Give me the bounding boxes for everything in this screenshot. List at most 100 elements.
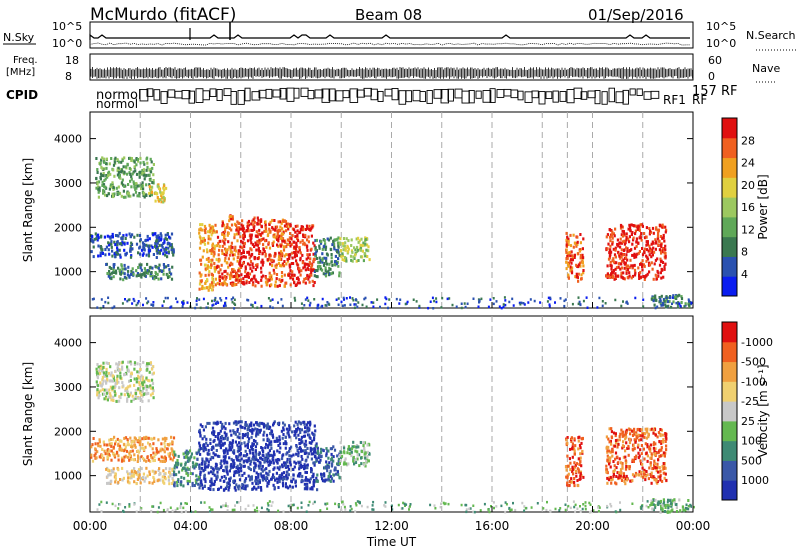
echo-cell	[664, 299, 667, 303]
echo-cell	[641, 263, 644, 267]
echo-cell	[324, 274, 328, 278]
cpid-mark	[167, 89, 176, 98]
echo-cell	[231, 253, 234, 257]
echo-cell	[224, 238, 227, 242]
echo-cell	[239, 227, 242, 231]
echo-cell	[98, 189, 101, 193]
echo-cell	[201, 228, 204, 232]
echo-cell	[580, 437, 583, 441]
echo-cell	[224, 449, 227, 453]
echo-cell	[104, 177, 107, 181]
echo-cell	[276, 284, 279, 288]
echo-cell	[260, 446, 263, 449]
echo-cell	[567, 262, 570, 266]
echo-cell	[162, 263, 165, 266]
echo-cell	[354, 449, 357, 453]
echo-cell	[655, 277, 658, 281]
echo-cell	[157, 277, 160, 281]
echo-cell	[684, 302, 687, 306]
echo-cell	[164, 477, 167, 481]
echo-cell	[601, 300, 604, 303]
echo-cell	[609, 253, 612, 257]
echo-cell	[102, 305, 105, 308]
echo-cell	[606, 272, 609, 276]
echo-cell	[262, 450, 265, 453]
echo-cell	[247, 425, 250, 429]
echo-cell	[203, 228, 206, 232]
echo-cell	[688, 299, 691, 303]
echo-cell	[252, 456, 255, 459]
echo-cell	[650, 251, 653, 255]
cpid-mark	[370, 88, 378, 101]
echo-cell	[228, 273, 231, 277]
echo-cell	[343, 461, 346, 465]
echo-cell	[105, 157, 108, 161]
echo-cell	[676, 294, 679, 298]
echo-cell	[142, 192, 145, 196]
echo-cell	[213, 479, 216, 483]
echo-cell	[236, 464, 239, 468]
echo-cell	[199, 306, 202, 310]
echo-cell	[132, 439, 135, 443]
echo-cell	[308, 224, 311, 228]
echo-cell	[306, 463, 309, 467]
echo-cell	[151, 481, 154, 485]
echo-cell	[186, 479, 189, 483]
echo-cell	[222, 304, 225, 308]
echo-cell	[306, 421, 310, 425]
echo-cell	[138, 173, 141, 177]
echo-cell	[99, 235, 103, 239]
echo-cell	[288, 428, 291, 431]
echo-cell	[109, 392, 112, 396]
echo-cell	[293, 250, 296, 254]
echo-cell	[579, 253, 582, 257]
echo-cell	[214, 277, 217, 281]
echo-cell	[298, 246, 301, 250]
echo-cell	[285, 442, 288, 446]
echo-cell	[287, 473, 290, 477]
echo-cell	[225, 283, 228, 286]
echo-cell	[268, 253, 271, 257]
echo-cell	[676, 306, 679, 309]
echo-cell	[277, 239, 280, 243]
echo-cell	[311, 268, 314, 272]
echo-cell	[231, 301, 234, 304]
echo-cell	[151, 245, 154, 249]
echo-cell	[170, 272, 173, 276]
echo-cell	[101, 180, 104, 184]
echo-cell	[291, 234, 294, 238]
echo-cell	[240, 239, 243, 243]
echo-cell	[106, 272, 109, 275]
cpid-mark	[174, 90, 183, 99]
echo-cell	[353, 303, 356, 306]
echo-cell	[90, 455, 93, 459]
echo-cell	[238, 478, 242, 482]
echo-cell	[637, 266, 640, 270]
echo-cell	[155, 447, 158, 451]
echo-cell	[206, 250, 209, 254]
echo-cell	[253, 220, 256, 224]
echo-cell	[622, 253, 625, 257]
echo-cell	[337, 244, 340, 248]
echo-cell	[657, 243, 660, 247]
echo-cell	[262, 433, 265, 437]
echo-cell	[345, 297, 348, 300]
echo-cell	[272, 435, 275, 439]
echo-cell	[660, 251, 663, 255]
echo-cell	[341, 242, 344, 246]
echo-cell	[147, 385, 150, 389]
echo-cell	[673, 296, 676, 300]
echo-cell	[138, 443, 141, 447]
echo-cell	[567, 273, 570, 277]
echo-cell	[132, 180, 135, 184]
echo-cell	[533, 299, 536, 303]
cpid-mark	[517, 90, 524, 101]
echo-cell	[231, 443, 234, 447]
echo-cell	[241, 241, 244, 245]
echo-cell	[257, 248, 260, 252]
echo-cell	[218, 271, 221, 275]
echo-cell	[252, 423, 256, 427]
echo-cell	[100, 158, 103, 162]
echo-cell	[242, 277, 245, 281]
cpid-mark	[440, 89, 449, 104]
